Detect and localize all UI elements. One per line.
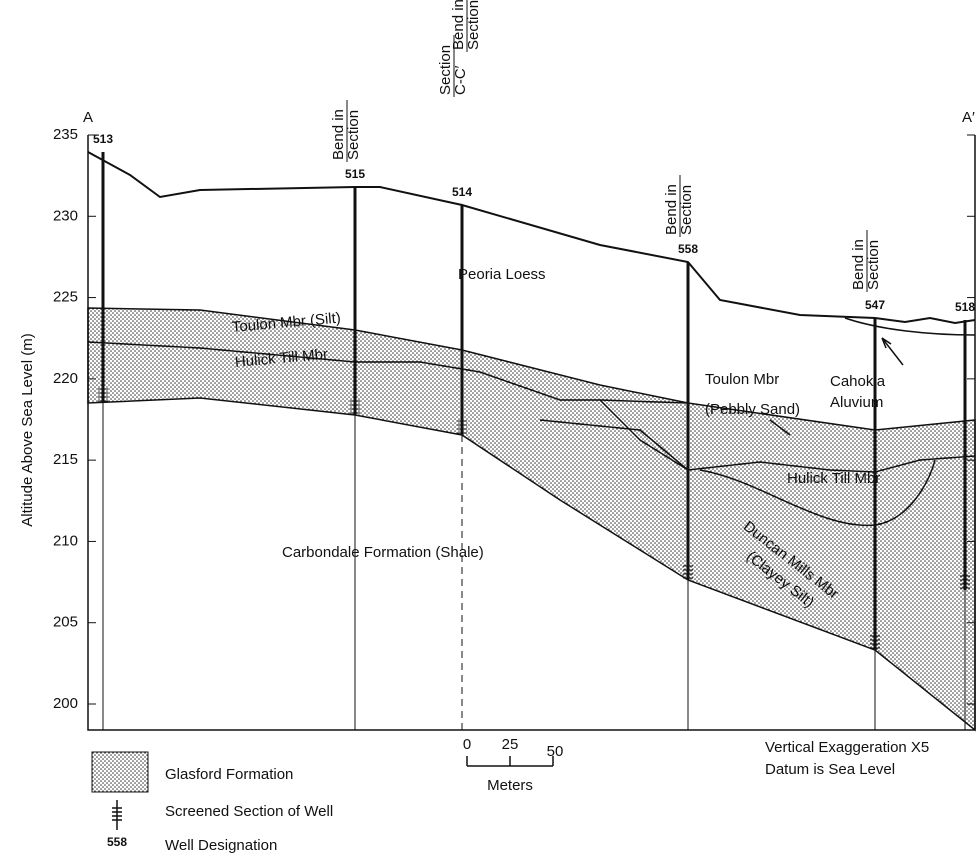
unit-label: Hulick Till Mbr <box>787 470 880 487</box>
well-label: 513 <box>93 132 113 146</box>
annotation-line: Section <box>678 185 695 235</box>
section-end: A <box>83 109 93 126</box>
y-tick-label: 205 <box>53 614 78 631</box>
well-label: 547 <box>865 298 885 312</box>
annotation-line: Section <box>345 110 362 160</box>
legend-label: Screened Section of Well <box>165 803 333 820</box>
legend-number: 558 <box>107 835 127 849</box>
unit-label: (Pebbly Sand) <box>705 401 800 418</box>
y-tick-label: 235 <box>53 126 78 143</box>
scale-line <box>467 756 553 766</box>
y-tick-label: 200 <box>53 695 78 712</box>
cross-section: Glasford Formation Screened Section of W… <box>0 0 980 859</box>
y-tick-label: 210 <box>53 532 78 549</box>
well-label: 515 <box>345 167 365 181</box>
scale-bar: 0 25 50 Meters <box>463 736 564 794</box>
legend: Glasford Formation Screened Section of W… <box>92 752 333 854</box>
well-label: 558 <box>678 242 698 256</box>
unit-label: Carbondale Formation (Shale) <box>282 544 484 561</box>
y-tick-label: 225 <box>53 289 78 306</box>
scale-tick: 25 <box>502 736 519 753</box>
well-label: 518 <box>955 300 975 314</box>
scale-tick: 0 <box>463 736 471 753</box>
annotation-line: C-C′ <box>452 65 469 95</box>
unit-label: Peoria Loess <box>458 266 546 283</box>
note: Datum is Sea Level <box>765 761 895 778</box>
arrow <box>882 338 903 365</box>
legend-swatch <box>92 752 148 792</box>
glasford-formation <box>88 308 975 730</box>
note: Vertical Exaggeration X5 <box>765 739 929 756</box>
annotation-line: Section <box>465 0 482 50</box>
scale-label: Meters <box>487 777 533 794</box>
y-tick-label: 220 <box>53 370 78 387</box>
geology <box>88 135 975 730</box>
annotation-line: Section <box>865 240 882 290</box>
ground-surface <box>88 152 975 323</box>
section-end: A′ <box>962 109 975 126</box>
scale-tick: 50 <box>547 743 564 760</box>
unit-label: Cahokia <box>830 373 886 390</box>
y-tick-label: 230 <box>53 207 78 224</box>
y-tick-label: 215 <box>53 451 78 468</box>
legend-label: Glasford Formation <box>165 766 293 783</box>
y-axis-label: Altitude Above Sea Level (m) <box>19 333 36 526</box>
unit-label: Toulon Mbr <box>705 371 779 388</box>
legend-label: Well Designation <box>165 837 277 854</box>
legend-screen <box>112 800 122 830</box>
well-label: 514 <box>452 185 472 199</box>
unit-label: Aluvium <box>830 394 883 411</box>
